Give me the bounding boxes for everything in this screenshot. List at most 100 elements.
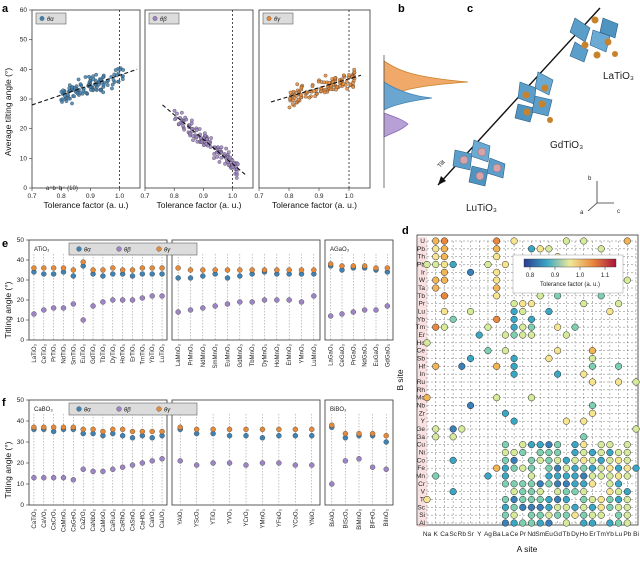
data-point xyxy=(316,79,321,84)
angle-point-gamma xyxy=(119,267,126,273)
compound-dot xyxy=(432,284,440,292)
compound-label: BiFeO₃ xyxy=(371,508,377,528)
compound-dot xyxy=(493,276,501,284)
compound-dot xyxy=(597,448,605,457)
compound-label: CaNbO₃ xyxy=(91,508,97,531)
compound-label: HoMnO₃ xyxy=(275,343,281,367)
xtick-label: 0.8 xyxy=(284,193,293,200)
colorbar-tick-label: 0.8 xyxy=(526,273,535,279)
compound-label: BiScO₃ xyxy=(343,508,349,528)
compound-dot xyxy=(597,464,605,472)
compound-dot xyxy=(562,331,570,339)
compound-label: HoTiO₃ xyxy=(121,343,127,363)
panel-a-xlabel: Tolerance factor (a. u.) xyxy=(156,200,241,210)
angle-point-gamma xyxy=(383,433,389,439)
angle-point-gamma xyxy=(90,267,96,273)
data-point xyxy=(288,90,293,95)
data-point xyxy=(212,152,217,156)
compound-label: YScO₃ xyxy=(195,508,201,527)
angle-point-beta xyxy=(187,307,194,313)
group-frame xyxy=(28,399,168,506)
trend-line xyxy=(270,74,362,103)
b-site-label: Ir xyxy=(421,269,426,276)
data-point xyxy=(81,88,86,93)
data-point xyxy=(191,134,196,138)
panel-letter-c: c xyxy=(467,3,473,15)
compound-dot xyxy=(623,519,631,527)
angle-point-beta xyxy=(369,464,376,470)
compound-label: CaGeO₃ xyxy=(71,508,77,531)
colorbar-title: Tolerance factor (a. u.) xyxy=(540,282,600,288)
compound-dot xyxy=(571,323,579,331)
compound-dot xyxy=(510,456,518,464)
a-site-label: Rb xyxy=(458,531,467,538)
compound-label: PrMnO₃ xyxy=(189,343,195,365)
compound-label: DyMnO₃ xyxy=(263,343,269,366)
data-point xyxy=(105,83,110,87)
panel-a: Average tilting angle (°) 0102030405060 … xyxy=(3,7,371,210)
angle-point-gamma xyxy=(70,424,77,430)
compound-dot xyxy=(458,362,466,370)
angle-point-gamma xyxy=(50,424,57,430)
compound-label: EuTiO₃ xyxy=(81,343,87,363)
angle-point-beta xyxy=(159,456,165,462)
compound-label: YVO₃ xyxy=(228,508,234,524)
data-point xyxy=(189,121,194,126)
b-site-label: Er xyxy=(419,332,426,339)
compound-dot xyxy=(510,323,518,331)
data-point xyxy=(87,74,91,79)
a-site-label: Y xyxy=(477,531,482,538)
angle-point-gamma xyxy=(243,426,249,433)
angle-point-gamma xyxy=(50,265,57,271)
ytick-label: 50 xyxy=(20,37,28,44)
compound-dot xyxy=(606,441,614,449)
a-site-label: Sc xyxy=(449,531,457,538)
panel-b-histograms xyxy=(383,55,469,188)
compound-dot xyxy=(580,370,588,378)
data-point xyxy=(113,68,118,72)
compound-dot xyxy=(501,503,509,511)
b-site-label: Ge xyxy=(416,426,425,433)
data-point xyxy=(334,87,338,92)
compound-dot xyxy=(632,425,640,433)
angle-point-alpha xyxy=(243,433,249,439)
compound-dot xyxy=(536,448,544,457)
compound-dot xyxy=(588,464,597,472)
compound-dot xyxy=(466,268,475,276)
compound-dot xyxy=(423,260,431,269)
a-site-label: Er xyxy=(589,531,596,538)
group-frame xyxy=(171,239,321,341)
legend-label: θγ xyxy=(164,248,171,254)
angle-point-beta xyxy=(286,297,292,303)
compound-dot xyxy=(588,472,597,480)
ytick-label: 30 xyxy=(17,439,25,446)
compound-dot xyxy=(597,511,605,519)
compound-dot xyxy=(615,378,623,386)
compound-dot xyxy=(597,472,605,480)
compound-dot xyxy=(554,441,562,449)
compound-dot xyxy=(501,260,509,269)
b-site-label: Tm xyxy=(416,324,425,331)
xtick-label: 0.7 xyxy=(140,193,149,200)
gdtio3-structure xyxy=(514,71,554,123)
compound-label: SmTiO₃ xyxy=(71,343,77,364)
angle-point-beta xyxy=(249,299,255,305)
angle-point-gamma xyxy=(90,426,96,433)
compound-dot xyxy=(510,237,518,245)
compound-dot xyxy=(519,300,527,308)
angle-point-beta xyxy=(309,462,315,468)
compound-dot xyxy=(527,503,536,511)
compound-dot xyxy=(510,354,518,363)
compound-dot xyxy=(432,433,440,441)
compound-label: DyTiO₃ xyxy=(111,343,117,363)
compound-dot xyxy=(466,401,475,410)
angle-point-beta xyxy=(327,313,334,319)
compound-dot xyxy=(527,456,536,464)
angle-point-beta xyxy=(80,466,86,472)
compound-dot xyxy=(615,495,623,504)
angle-point-gamma xyxy=(373,265,379,271)
b-site-label: Fe xyxy=(417,465,425,472)
a-site-label: Ba xyxy=(493,531,501,538)
compound-dot xyxy=(606,480,614,488)
data-point xyxy=(348,82,353,87)
